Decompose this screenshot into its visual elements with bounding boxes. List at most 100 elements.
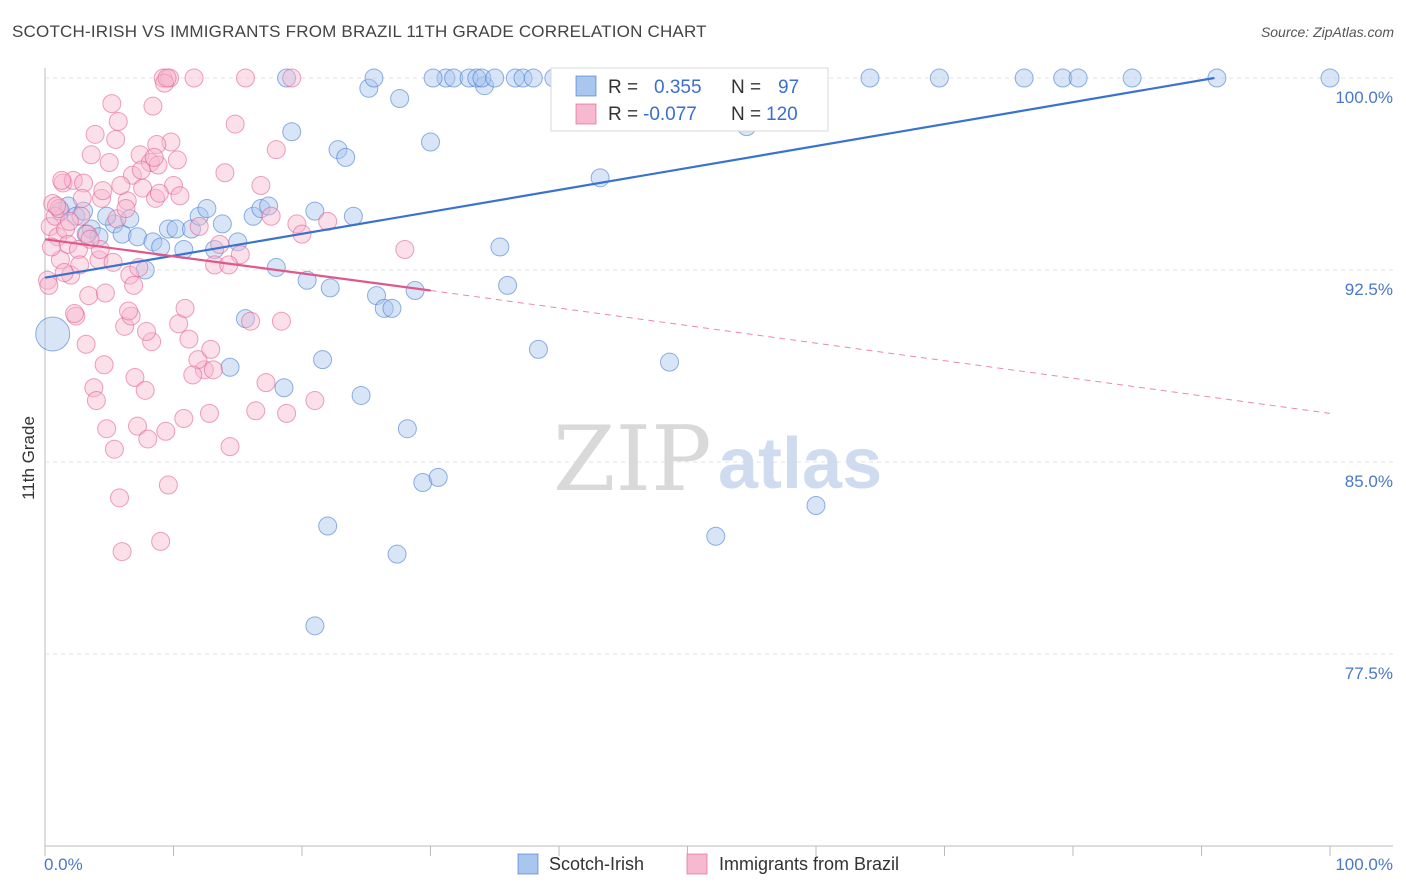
legend-r-label-1: R = [608,77,638,98]
bottom-legend-swatch-blue [517,853,539,875]
legend-n-value-2: 120 [766,104,798,125]
bottom-legend-swatch-pink [686,853,708,875]
brazil-point-109 [52,170,72,190]
brazil-point-118 [170,186,190,206]
brazil-point-66 [251,176,271,196]
brazil-point-103 [137,321,157,341]
scotch-irish-point-5 [81,219,101,239]
scotch-irish-point-88 [523,68,543,88]
brazil-point-101 [108,112,128,132]
legend-r-label-2: R = [608,104,638,125]
brazil-point-77 [395,240,415,260]
scotch-irish-point-57 [528,339,548,359]
scotch-irish-point-19 [197,199,217,219]
scotch-irish-point-36 [336,147,356,167]
scotch-irish-point-75 [1053,68,1073,88]
scotch-irish-point-10 [128,227,148,247]
brazil-point-68 [261,206,281,226]
scotch-irish-trend-line [44,76,1215,279]
brazil-point-46 [156,421,176,441]
brazil-point-36 [130,145,150,165]
scotch-irish-point-41 [374,298,394,318]
y-axis-label: 11th Grade [19,416,38,500]
scotch-irish-point-79 [1320,68,1340,88]
scotch-irish-point-24 [235,309,255,329]
scotch-irish-point-94 [364,68,384,88]
watermark-atlas: atlas [718,424,882,504]
brazil-point-108 [41,237,61,257]
scotch-irish-point-76 [1068,68,1088,88]
brazil-point-47 [158,475,178,495]
brazil-point-17 [81,145,101,165]
scotch-irish-point-53 [490,237,510,257]
brazil-point-63 [235,68,255,88]
brazil-point-14 [74,173,94,193]
brazil-point-16 [79,286,99,306]
brazil-point-38 [135,380,155,400]
brazil-point-69 [266,140,286,160]
brazil-trend-line-extension [430,289,1331,414]
scotch-irish-point-7 [104,214,124,234]
y-tick-label-1: 92.5% [1345,280,1393,299]
brazil-point-61 [225,114,245,134]
brazil-point-60 [220,437,240,457]
brazil-point-41 [143,96,163,116]
scotch-irish-point-77 [1122,68,1142,88]
svg-text:N =: N = [731,77,761,98]
scotch-irish-point-42 [382,298,402,318]
brazil-point-89 [72,188,92,208]
brazil-point-67 [256,373,276,393]
x-tick-label-min: 0.0% [44,855,83,874]
brazil-point-29 [112,542,132,562]
scotch-irish-point-52 [474,76,494,96]
legend-n-value-1: 97 [778,77,799,98]
brazil-point-104 [149,183,169,203]
y-tick-labels: 100.0% 92.5% 85.0% 77.5% [1335,88,1393,683]
scotch-irish-point-37 [343,206,363,226]
scotch-irish-point-14 [158,219,178,239]
brazil-point-97 [47,196,67,216]
watermark-zip: ZIP [553,407,712,512]
brazil-point-19 [86,391,106,411]
brazil-point-73 [287,214,307,234]
scotch-irish-point-85 [305,616,325,636]
brazil-point-99 [77,224,97,244]
brazil-point-106 [201,339,221,359]
brazil-point-26 [104,439,124,459]
brazil-point-42 [146,188,166,208]
brazil-point-51 [174,408,194,428]
brazil-point-112 [93,181,113,201]
trend-lines [44,76,1331,414]
scotch-irish-point-46 [413,472,433,492]
svg-text:120: 120 [766,104,798,125]
data-points [35,68,1340,636]
brazil-point-24 [99,152,119,172]
brazil-point-87 [39,275,59,295]
brazil-point-105 [175,298,195,318]
brazil-point-119 [183,365,203,385]
scotch-irish-point-29 [274,378,294,398]
scotch-irish-point-95 [485,68,505,88]
brazil-point-39 [138,429,158,449]
scotch-irish-point-47 [421,132,440,152]
brazil-point-44 [151,531,171,551]
scotch-irish-point-50 [444,68,464,88]
scotch-irish-point-71 [806,496,826,516]
watermark: ZIP atlas [553,407,882,512]
y-tick-label-2: 85.0% [1345,472,1393,491]
brazil-point-58 [210,234,230,254]
scotch-irish-point-44 [397,419,417,439]
axes [44,68,1393,856]
brazil-point-116 [144,147,164,167]
brazil-point-114 [119,301,139,321]
brazil-point-102 [121,306,141,326]
scotch-irish-point-45 [405,280,425,300]
brazil-point-117 [157,68,177,88]
brazil-point-85 [188,350,208,370]
scotch-irish-point-74 [1014,68,1034,88]
brazil-point-80 [85,124,105,144]
scotch-irish-point-38 [351,385,371,405]
brazil-point-82 [124,275,144,295]
brazil-point-30 [115,316,135,336]
